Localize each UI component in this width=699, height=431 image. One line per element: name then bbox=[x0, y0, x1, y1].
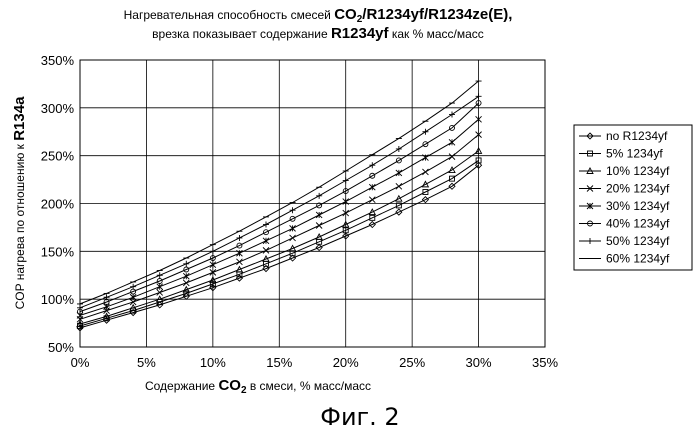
y-tick-label: 350% bbox=[41, 53, 75, 68]
legend-label: 30% 1234yf bbox=[606, 199, 670, 213]
chart-title-line2: врезка показывает содержание R1234yf как… bbox=[152, 25, 484, 42]
y-tick-label: 250% bbox=[41, 149, 75, 164]
legend-label: 50% 1234yf bbox=[606, 234, 670, 248]
y-tick-label: 100% bbox=[41, 292, 75, 307]
y-tick-labels: 50% 100% 150% 200% 250% 300% 350% bbox=[41, 53, 75, 355]
y-tick-label: 150% bbox=[41, 244, 75, 259]
legend-label: no R1234yf bbox=[606, 129, 668, 143]
y-tick-label: 50% bbox=[48, 340, 74, 355]
figure-caption: Фиг. 2 bbox=[320, 403, 399, 431]
x-tick-label: 0% bbox=[71, 355, 90, 370]
y-tick-label: 300% bbox=[41, 101, 75, 116]
chart-title-line1: Нагревательная способность смесей CO2/R1… bbox=[124, 6, 513, 25]
x-tick-label: 5% bbox=[137, 355, 156, 370]
x-tick-label: 35% bbox=[532, 355, 558, 370]
legend-label: 40% 1234yf bbox=[606, 217, 670, 231]
x-tick-label: 30% bbox=[466, 355, 492, 370]
legend-label: 60% 1234yf bbox=[606, 252, 670, 266]
x-axis-label: Содержание CO2 в смеси, % масс/масс bbox=[145, 377, 371, 396]
legend-label: 20% 1234yf bbox=[606, 182, 670, 196]
x-tick-label: 25% bbox=[399, 355, 425, 370]
x-tick-label: 10% bbox=[200, 355, 226, 370]
x-tick-label: 15% bbox=[266, 355, 292, 370]
legend-label: 10% 1234yf bbox=[606, 164, 670, 178]
y-axis-label: COP нагрева по отношению к R134a bbox=[11, 96, 28, 310]
y-tick-label: 200% bbox=[41, 197, 75, 212]
legend-label: 5% 1234yf bbox=[606, 147, 663, 161]
x-tick-labels: 0% 5% 10% 15% 20% 25% 30% 35% bbox=[71, 355, 559, 370]
x-tick-label: 20% bbox=[333, 355, 359, 370]
